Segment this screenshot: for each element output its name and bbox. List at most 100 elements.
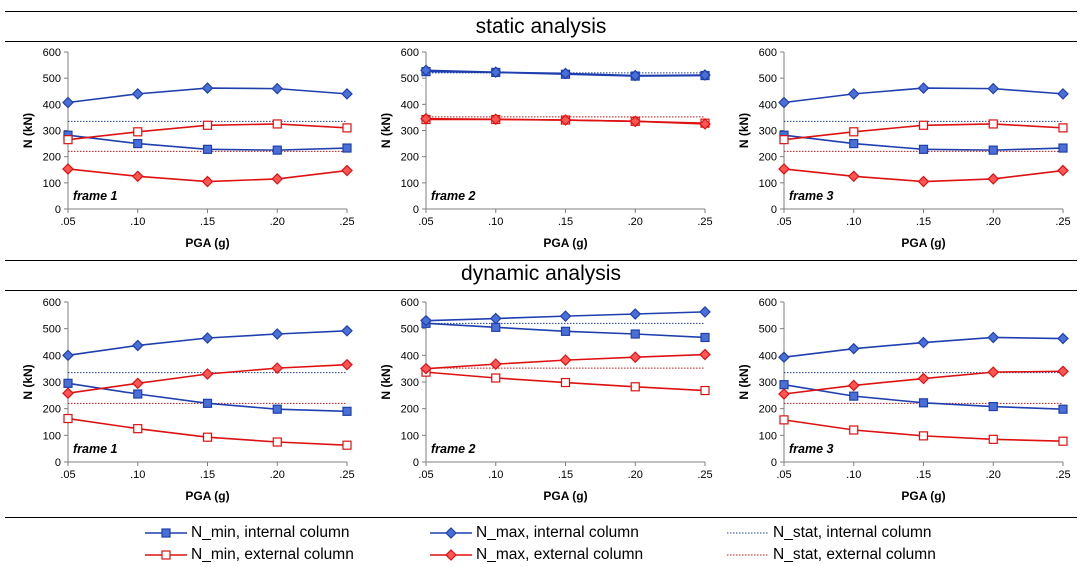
legend-swatch-marker: [445, 527, 457, 539]
data-point-n-min-external: [630, 382, 640, 392]
data-point-n-min-external: [63, 413, 73, 424]
y-tick-label: 400: [43, 99, 61, 111]
data-point-n-max-external: [489, 358, 502, 370]
data-point-n-max-external: [341, 358, 353, 371]
y-tick-label: 400: [401, 350, 419, 362]
data-point-n-min-external: [1058, 436, 1068, 446]
data-point-n-max-internal: [201, 332, 214, 344]
data-point-n-min-internal: [918, 398, 929, 408]
x-tick-label: .10: [846, 469, 861, 481]
data-point-n-max-internal: [917, 82, 930, 94]
y-tick-label: 400: [43, 350, 61, 362]
data-point-n-max-internal: [1057, 332, 1069, 345]
dynamic-top-rule: [5, 260, 1077, 261]
data-point-n-max-external: [420, 362, 432, 375]
legend-label: N_min, external column: [191, 546, 354, 563]
static-frame-1-chart: 0 100 200 300 400 500 600 .05 .10 .15 .20 .25 PGA (g…: [21, 47, 355, 250]
y-tick-label: 500: [43, 324, 61, 336]
data-point-n-max-internal: [629, 69, 642, 82]
data-point-n-min-internal: [133, 138, 143, 149]
x-tick-label: .20: [270, 216, 285, 228]
data-point-n-max-external: [489, 113, 502, 126]
y-axis-title: N (kN): [737, 364, 751, 399]
y-tick-label: 0: [413, 457, 419, 469]
data-point-n-min-external: [202, 432, 213, 442]
x-tick-label: .25: [339, 216, 354, 228]
y-tick-label: 300: [43, 126, 61, 138]
legend-label: N_stat, internal column: [773, 524, 932, 541]
data-point-n-min-internal: [1058, 404, 1068, 414]
frame-annotation: frame 3: [789, 442, 834, 456]
section-title-static: static analysis: [475, 15, 607, 38]
data-point-n-min-external: [133, 127, 143, 137]
data-point-n-max-external: [778, 163, 790, 175]
x-axis-title: PGA (g): [185, 489, 229, 503]
data-point-n-max-external: [847, 170, 860, 183]
x-axis-title: PGA (g): [543, 236, 587, 250]
frame-annotation: frame 1: [73, 189, 118, 203]
static-frame-2-chart: 0 100 200 300 400 500 600 .05 .10 .15 .20 .25 PGA (g…: [379, 47, 713, 250]
y-tick-label: 300: [401, 126, 419, 138]
legend-label: N_stat, external column: [773, 546, 936, 563]
legend-swatch-marker: [445, 549, 457, 561]
data-point-n-min-internal: [202, 398, 213, 408]
legend-swatch-nmax-external: [430, 549, 472, 561]
data-point-n-min-internal: [630, 329, 640, 339]
y-tick-label: 100: [43, 430, 61, 442]
data-point-n-max-external: [917, 372, 930, 385]
static-frame-3-chart: 0 100 200 300 400 500 600 .05 .10 .15 .20 .25 PGA (g…: [737, 47, 1071, 250]
data-point-n-max-internal: [917, 336, 930, 349]
y-tick-label: 100: [759, 178, 777, 190]
y-tick-label: 400: [401, 99, 419, 111]
y-tick-label: 600: [43, 47, 61, 59]
x-tick-label: .15: [558, 469, 573, 481]
x-tick-label: .05: [776, 469, 791, 481]
y-tick-label: 200: [759, 152, 777, 164]
data-point-n-min-internal: [988, 145, 998, 155]
data-point-n-min-internal: [700, 332, 710, 343]
y-tick-label: 300: [759, 377, 777, 389]
data-point-n-max-internal: [131, 88, 144, 100]
y-tick-label: 600: [43, 297, 61, 309]
y-tick-label: 500: [401, 324, 419, 336]
data-point-n-min-internal: [988, 401, 998, 412]
data-point-n-min-internal: [342, 143, 352, 153]
data-point-n-max-internal: [420, 64, 432, 77]
x-tick-label: .15: [200, 469, 215, 481]
data-point-n-min-external: [272, 437, 282, 447]
top-rule: [5, 11, 1077, 12]
data-point-n-max-external: [699, 118, 711, 130]
y-tick-label: 100: [401, 430, 419, 442]
x-tick-label: .20: [628, 469, 643, 481]
y-tick-label: 0: [771, 204, 777, 216]
data-point-n-max-external: [131, 377, 144, 390]
x-tick-label: .15: [916, 216, 931, 228]
data-point-n-max-internal: [271, 328, 284, 340]
dynamic-title-rule: [5, 290, 1077, 291]
data-point-n-max-external: [987, 173, 1000, 185]
data-point-n-min-internal: [918, 144, 929, 154]
data-point-n-max-internal: [778, 96, 790, 109]
data-point-n-max-external: [987, 366, 1000, 378]
data-point-n-max-external: [271, 362, 284, 374]
data-point-n-max-internal: [62, 349, 74, 362]
x-tick-label: .20: [986, 216, 1001, 228]
legend-item-nstat-external: N_stat, external column: [725, 544, 936, 566]
data-point-n-max-internal: [987, 82, 1000, 95]
legend-swatch-nmin-internal: [145, 528, 187, 538]
data-point-n-max-external: [629, 351, 642, 364]
data-point-n-min-external: [202, 120, 213, 130]
x-tick-label: .05: [60, 469, 75, 481]
data-point-n-min-external: [342, 440, 352, 450]
data-point-n-max-external: [559, 354, 572, 366]
data-point-n-max-internal: [131, 339, 144, 352]
y-tick-label: 0: [55, 204, 61, 216]
y-axis-title: N (kN): [737, 113, 751, 148]
data-point-n-max-internal: [489, 66, 502, 78]
x-tick-label: .25: [339, 469, 354, 481]
y-axis-title: N (kN): [379, 113, 393, 148]
legend-item-nstat-internal: N_stat, internal column: [725, 522, 932, 544]
x-tick-label: .15: [200, 216, 215, 228]
y-tick-label: 100: [43, 178, 61, 190]
x-tick-label: .10: [846, 216, 861, 228]
